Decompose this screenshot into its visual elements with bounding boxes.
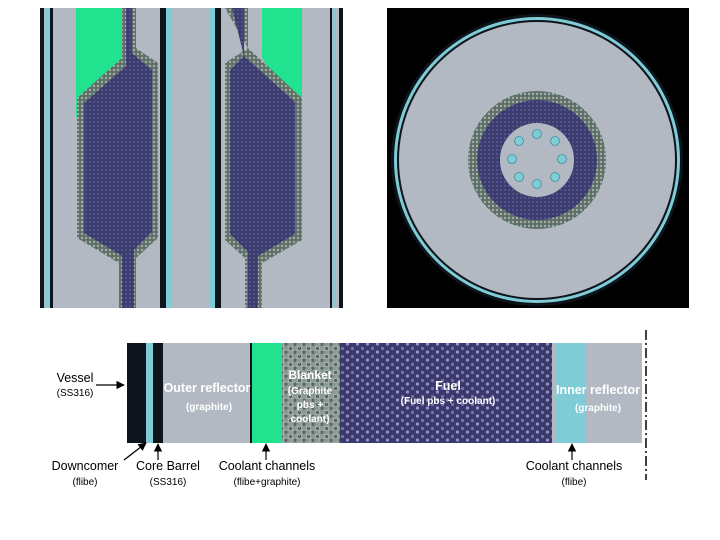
coolant-channels-left-callout-material: (flibe+graphite) (234, 477, 301, 488)
core-barrel-callout-material: (SS316) (150, 477, 187, 488)
vessel-callout-label: Vessel (57, 371, 94, 385)
strip-downcomer-layer (146, 343, 153, 443)
downcomer-callout-arrow (123, 442, 147, 461)
axial-downcomer-left (46, 8, 49, 308)
strip-inner-reflector-layer (586, 343, 642, 443)
outer-reflector-label: Outer reflector (164, 381, 251, 395)
axial-cross-section-image (40, 8, 343, 308)
blanket-label: Blanket (288, 368, 331, 382)
vessel-callout-material: (SS316) (57, 388, 94, 399)
axial-barrel-left (50, 8, 53, 308)
axial-cross-section (40, 8, 343, 308)
material-strip-diagram: Outer reflector (graphite) Blanket (Grap… (0, 330, 720, 540)
blanket-material-line-1: (Graphite (288, 386, 333, 397)
blanket-material-line-3: coolant) (291, 414, 330, 425)
axial-fuel-right (230, 8, 295, 308)
axial-center-coolant-left (166, 8, 171, 308)
radial-coolant-channels (507, 129, 567, 189)
strip-blanket-layer (282, 343, 340, 443)
fuel-label: Fuel (435, 379, 461, 393)
strip-vessel-layer (127, 343, 146, 443)
inner-reflector-material: (graphite) (575, 403, 621, 414)
fuel-material: (Fuel pbs + coolant) (401, 396, 496, 407)
coolant-channels-right-callout-label: Coolant channels (526, 459, 623, 473)
strip-separator (250, 343, 252, 443)
axial-center-wall-left (160, 8, 166, 308)
radial-cross-section (387, 8, 689, 308)
axial-downcomer-right (333, 8, 336, 308)
material-strip-svg: Outer reflector (graphite) Blanket (Grap… (52, 330, 647, 488)
axial-fuel-left (84, 8, 152, 308)
outer-reflector-material: (graphite) (186, 402, 232, 413)
inner-reflector-label: Inner reflector (556, 383, 640, 397)
radial-coolant-channel (532, 179, 542, 189)
axial-vessel-left (40, 8, 44, 308)
radial-cross-section-image (387, 8, 689, 308)
radial-coolant-channel (550, 136, 560, 146)
strip-fuel-layer (340, 343, 552, 443)
radial-coolant-channel (507, 154, 517, 164)
core-barrel-callout-label: Core Barrel (136, 459, 200, 473)
axial-center-coolant-right (210, 8, 215, 308)
coolant-channels-left-callout-label: Coolant channels (219, 459, 316, 473)
strip-coolant-channels-left-layer (252, 343, 282, 443)
axial-center-wall-right (215, 8, 221, 308)
strip-coolant-channels-right-layer (556, 343, 586, 443)
strip-outer-reflector-layer (163, 343, 251, 443)
coolant-channels-right-callout-material: (flibe) (561, 477, 586, 488)
strip-graphite-gap (552, 343, 556, 443)
blanket-material-line-2: pbs + (297, 400, 324, 411)
downcomer-callout-material: (flibe) (72, 477, 97, 488)
radial-coolant-channel (514, 172, 524, 182)
radial-coolant-channel (514, 136, 524, 146)
strip-core-barrel-layer (153, 343, 163, 443)
axial-barrel-right (330, 8, 332, 308)
downcomer-callout-label: Downcomer (52, 459, 119, 473)
axial-vessel-right (339, 8, 343, 308)
radial-coolant-channel (550, 172, 560, 182)
radial-coolant-channel (532, 129, 542, 139)
radial-coolant-channel (557, 154, 567, 164)
